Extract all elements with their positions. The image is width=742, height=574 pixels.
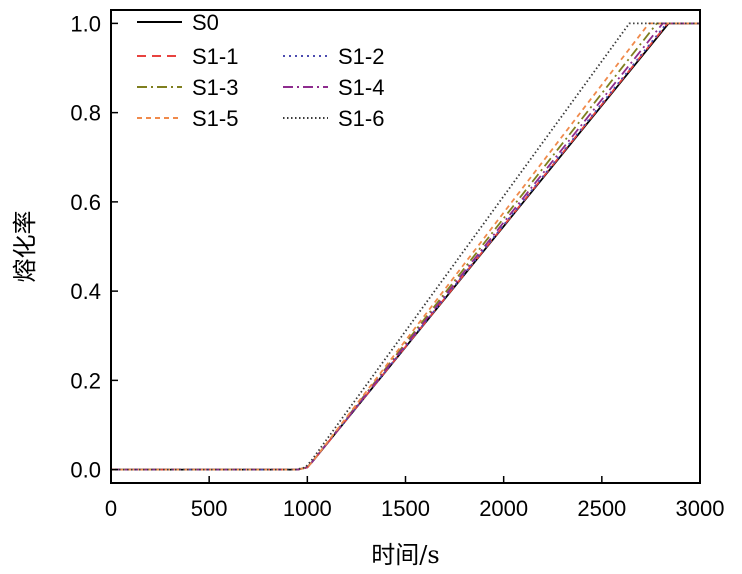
x-axis-title: 时间/s <box>371 541 439 569</box>
y-tick-label: 0.6 <box>70 190 101 215</box>
x-tick-label: 0 <box>105 496 117 521</box>
x-tick-label: 2000 <box>479 496 528 521</box>
x-tick-label: 1000 <box>283 496 332 521</box>
x-tick-label: 2500 <box>577 496 626 521</box>
y-tick-label: 0.2 <box>70 368 101 393</box>
legend-label-s1-6: S1-6 <box>338 106 384 131</box>
x-tick-label: 3000 <box>676 496 725 521</box>
y-tick-label: 0.0 <box>70 458 101 483</box>
y-tick-label: 0.8 <box>70 101 101 126</box>
x-tick-label: 500 <box>191 496 228 521</box>
series-line-s1-6 <box>111 22 700 471</box>
legend: S0 S1-1 S1-2 S1-3 S1-4 S1-5 S1-6 <box>137 10 384 131</box>
legend-label-s1-5: S1-5 <box>192 106 238 131</box>
y-axis-title: 熔化率 <box>11 211 39 283</box>
legend-label-s1-1: S1-1 <box>192 44 238 69</box>
y-tick-label: 0.4 <box>70 279 101 304</box>
series-layer <box>111 22 700 471</box>
x-tick-label: 1500 <box>381 496 430 521</box>
legend-label-s1-2: S1-2 <box>338 44 384 69</box>
ticks-layer: 0 500 1000 1500 2000 2500 3000 0.0 0.2 0.4 0.6 0.8 1… <box>70 11 724 521</box>
y-tick-label: 1.0 <box>70 11 101 36</box>
legend-label-s1-3: S1-3 <box>192 75 238 100</box>
legend-label-s1-4: S1-4 <box>338 75 384 100</box>
legend-label-s0: S0 <box>192 10 219 35</box>
